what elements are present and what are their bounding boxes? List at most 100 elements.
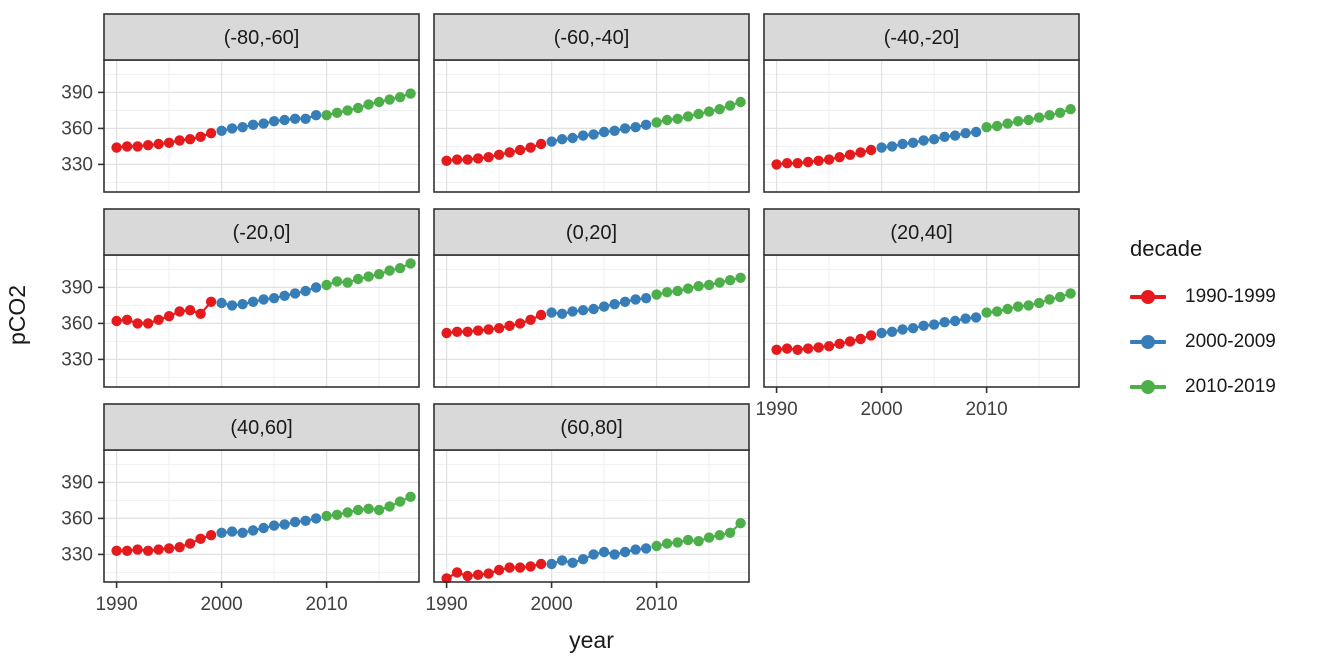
- data-point: [363, 99, 374, 110]
- data-point: [142, 140, 154, 151]
- data-point: [237, 122, 248, 133]
- data-point: [1023, 300, 1034, 311]
- data-point: [525, 314, 536, 325]
- data-point: [363, 271, 374, 282]
- legend-item-label: 2010-2019: [1185, 376, 1276, 397]
- facet-strip: [433, 13, 750, 61]
- data-point: [535, 309, 547, 321]
- data-point: [703, 279, 715, 291]
- data-point: [682, 534, 694, 546]
- data-point: [981, 122, 992, 133]
- data-point: [405, 258, 416, 269]
- data-point: [693, 108, 704, 120]
- series-line-1990-1999: [116, 301, 212, 325]
- facet-panel-8: (60,80] 1990 2000 2010: [425, 403, 750, 615]
- data-point: [886, 326, 898, 337]
- facet-strip-label: (-20,0]: [233, 222, 291, 244]
- y-tick-label: 330: [61, 154, 93, 175]
- data-point: [672, 113, 683, 125]
- data-layer: [441, 272, 746, 339]
- data-point: [630, 544, 641, 555]
- data-point: [1054, 107, 1066, 119]
- data-point: [363, 503, 374, 514]
- data-point: [907, 137, 919, 148]
- facet-strip: [103, 13, 420, 61]
- data-point: [970, 126, 982, 138]
- data-point: [153, 314, 164, 325]
- data-point: [781, 158, 793, 169]
- data-point: [1002, 303, 1013, 315]
- x-tick-label: 1990: [425, 594, 467, 615]
- data-point: [504, 147, 515, 158]
- series-line-2000-2009: [551, 547, 647, 566]
- data-point: [991, 306, 1003, 317]
- y-tick-label: 360: [61, 313, 93, 334]
- data-point: [693, 281, 704, 292]
- series-line-1990-1999: [446, 142, 542, 162]
- data-point: [546, 558, 557, 570]
- data-point: [258, 294, 269, 305]
- data-point: [651, 289, 662, 300]
- data-point: [279, 114, 290, 126]
- data-point: [724, 100, 736, 111]
- data-point: [451, 567, 463, 578]
- data-point: [195, 131, 206, 142]
- data-point: [1023, 114, 1034, 126]
- data-point: [216, 125, 227, 136]
- data-point: [300, 113, 311, 125]
- facet-strip: [433, 208, 750, 256]
- data-point: [342, 507, 353, 518]
- series-line-2000-2009: [881, 316, 977, 335]
- data-point: [163, 137, 175, 148]
- data-point: [672, 537, 683, 548]
- x-tick-label: 2000: [200, 594, 242, 615]
- data-point: [394, 496, 406, 507]
- data-point: [279, 519, 290, 530]
- data-point: [619, 296, 631, 307]
- data-point: [226, 300, 238, 311]
- data-point: [163, 543, 175, 554]
- data-point: [907, 323, 919, 334]
- data-point: [682, 283, 694, 294]
- data-point: [735, 96, 746, 108]
- x-axis-title: year: [569, 627, 614, 653]
- y-tick-label: 390: [61, 472, 93, 493]
- legend-key-icon: [1130, 283, 1166, 311]
- data-point: [928, 319, 940, 330]
- data-point: [897, 138, 908, 150]
- data-point: [781, 343, 793, 354]
- facet-strip-label: (-60,-40]: [554, 27, 630, 49]
- series-line-2000-2009: [881, 130, 977, 149]
- data-point: [661, 538, 673, 549]
- data-point: [300, 515, 311, 526]
- data-point: [226, 123, 238, 134]
- data-point: [1054, 291, 1066, 303]
- data-point: [342, 277, 353, 288]
- data-point: [735, 272, 746, 283]
- data-point: [939, 317, 950, 328]
- data-point: [237, 299, 248, 310]
- data-point: [1044, 294, 1055, 305]
- y-axis-title: pCO2: [4, 284, 30, 346]
- data-point: [310, 513, 322, 524]
- data-point: [897, 324, 908, 335]
- data-point: [462, 570, 473, 582]
- legend-title: decade: [1130, 236, 1203, 261]
- data-point: [724, 527, 736, 538]
- data-point: [630, 122, 641, 133]
- y-tick-label: 330: [61, 544, 93, 565]
- facet-panel-6: (20,40] 1990 2000 2010: [755, 208, 1080, 420]
- y-tick-label: 390: [61, 82, 93, 103]
- data-point: [289, 516, 301, 528]
- data-point: [609, 299, 620, 310]
- data-point: [493, 149, 505, 160]
- facet-strip: [763, 13, 1080, 61]
- data-point: [556, 134, 568, 145]
- data-point: [823, 154, 835, 165]
- data-layer: [111, 88, 416, 153]
- series-line-1990-1999: [446, 313, 542, 335]
- data-point: [331, 276, 343, 287]
- legend-item-label: 2000-2009: [1185, 331, 1276, 352]
- data-point: [1065, 104, 1076, 115]
